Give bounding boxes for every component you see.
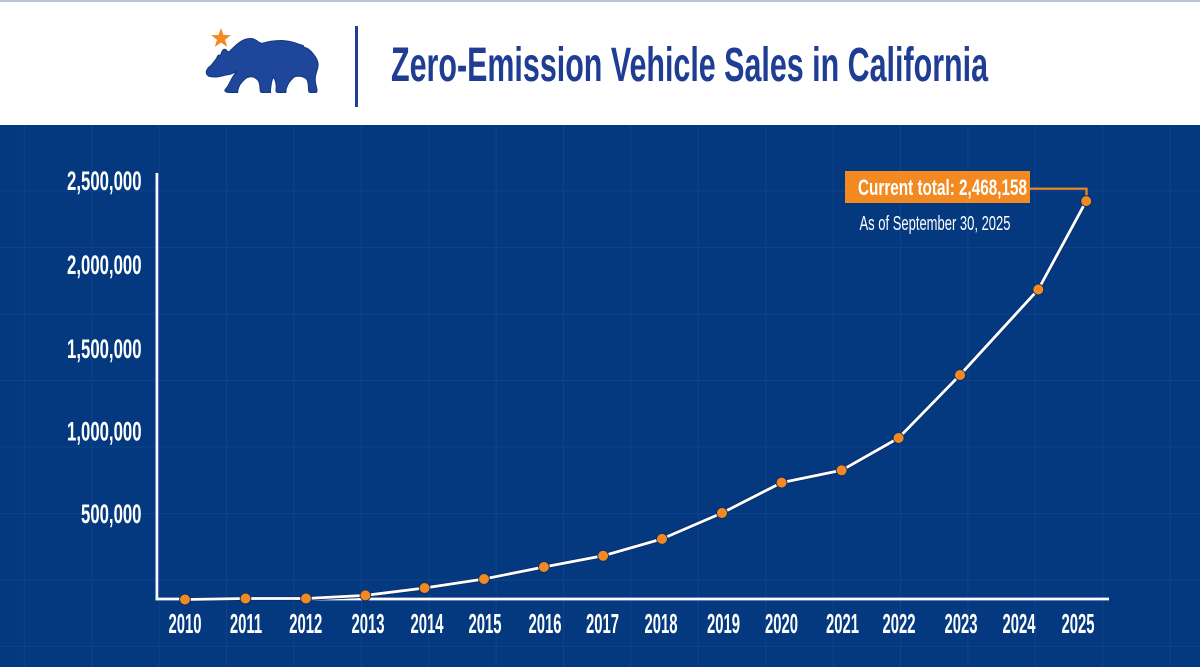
svg-text:2012: 2012 bbox=[289, 608, 322, 639]
svg-text:2018: 2018 bbox=[644, 608, 677, 639]
svg-text:As of September 30, 2025: As of September 30, 2025 bbox=[860, 212, 1011, 235]
svg-text:2025: 2025 bbox=[1061, 608, 1094, 639]
svg-text:2020: 2020 bbox=[765, 608, 798, 639]
svg-text:500,000: 500,000 bbox=[81, 499, 141, 529]
svg-text:1,500,000: 1,500,000 bbox=[67, 334, 141, 364]
svg-text:2023: 2023 bbox=[944, 608, 977, 639]
svg-text:1,000,000: 1,000,000 bbox=[67, 416, 141, 446]
svg-text:2013: 2013 bbox=[351, 608, 384, 639]
svg-text:2016: 2016 bbox=[528, 608, 561, 639]
svg-text:2015: 2015 bbox=[468, 608, 501, 639]
svg-text:2021: 2021 bbox=[826, 608, 859, 639]
svg-text:2024: 2024 bbox=[1002, 608, 1035, 639]
svg-text:2011: 2011 bbox=[230, 608, 262, 639]
svg-text:2010: 2010 bbox=[168, 608, 201, 639]
svg-text:2022: 2022 bbox=[882, 608, 915, 639]
svg-text:2,000,000: 2,000,000 bbox=[67, 250, 141, 280]
svg-text:2014: 2014 bbox=[410, 608, 443, 639]
svg-text:2019: 2019 bbox=[707, 608, 740, 639]
svg-text:2017: 2017 bbox=[586, 608, 619, 639]
svg-text:Current total: 2,468,158: Current total: 2,468,158 bbox=[858, 176, 1027, 200]
svg-text:2,500,000: 2,500,000 bbox=[67, 166, 141, 196]
